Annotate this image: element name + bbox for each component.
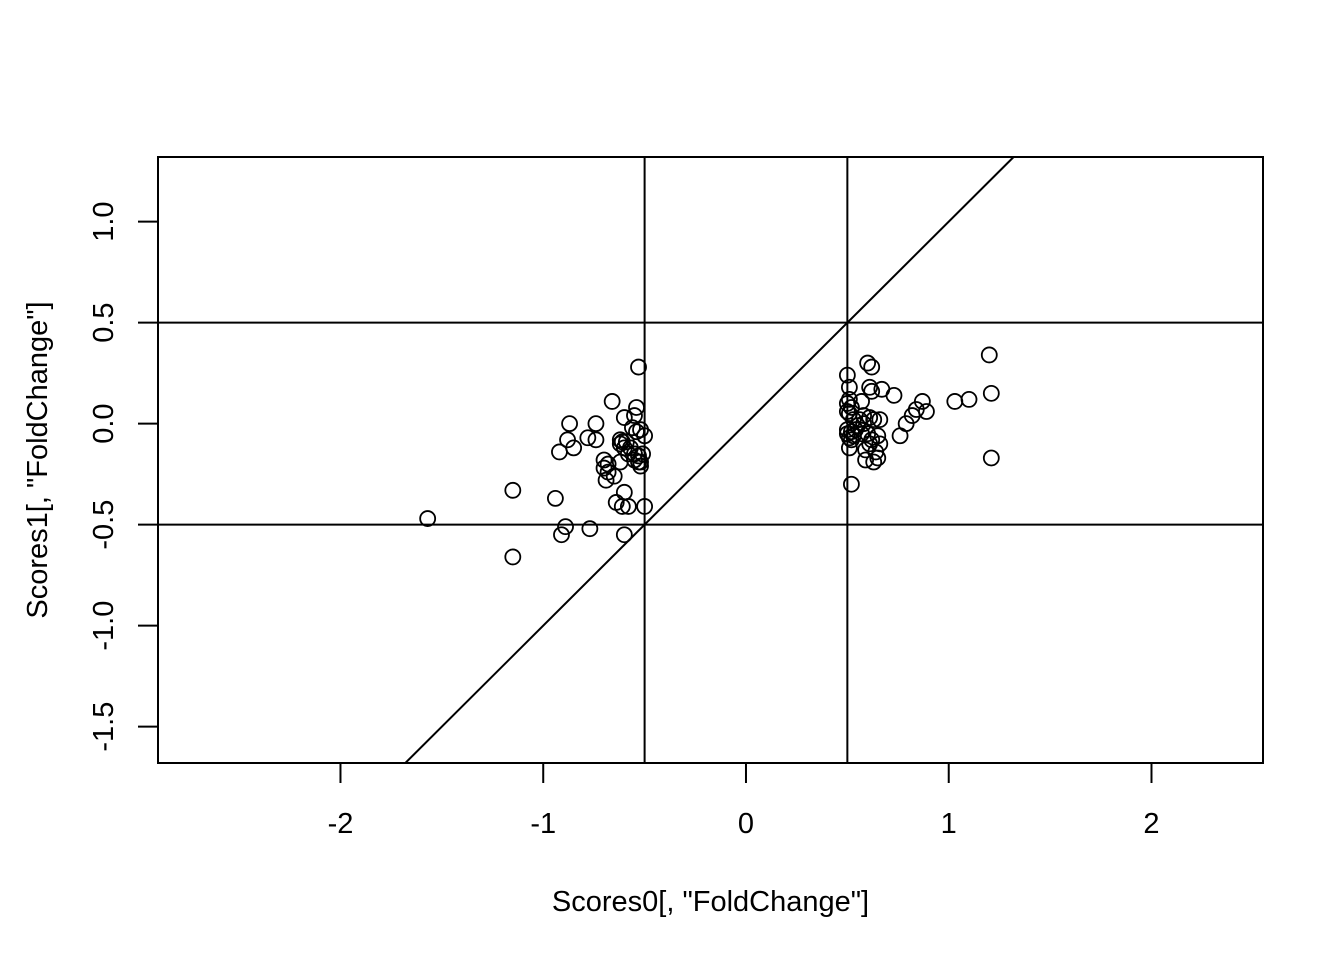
data-point-101 [982,384,1000,402]
data-point-35 [624,419,641,437]
y-tick-label-3: 0.0 [88,403,120,443]
data-point-13 [587,415,605,433]
data-point-38 [626,407,643,424]
data-point-88 [871,435,889,453]
data-point-47 [634,445,651,463]
data-point-1 [504,481,522,499]
x-axis-label: Scores0[, "FoldChange"] [552,886,869,918]
x-tick-label-3: 1 [941,808,957,840]
data-point-16 [597,471,615,489]
data-point-87 [869,427,887,445]
data-point-99 [960,390,978,408]
data-point-27 [615,526,633,544]
x-axis: -2 -1 0 1 2 [328,762,1160,840]
data-point-55 [840,378,858,396]
data-point-10 [579,429,597,447]
data-point-50 [838,366,856,384]
x-tick-label-4: 2 [1143,808,1159,840]
diagonal-reference-line [404,156,1015,764]
x-tick-label-1: -1 [530,808,556,840]
data-point-11 [581,520,599,538]
data-point-59 [840,439,858,457]
data-point-6 [557,518,574,536]
data-point-12 [587,431,605,449]
data-points [419,346,1000,566]
data-point-0 [419,510,437,527]
y-tick-label-5: 1.0 [88,201,120,241]
data-point-91 [885,386,903,404]
data-point-14 [595,451,613,469]
data-point-8 [561,415,578,433]
y-tick-label-2: -0.5 [88,500,120,550]
data-point-61 [843,399,860,416]
y-axis: -1.5 -1.0 -0.5 0.0 0.5 1.0 [88,201,159,752]
y-tick-label-4: 0.5 [88,302,120,342]
x-tick-label-0: -2 [328,808,354,840]
data-point-19 [603,393,621,410]
y-tick-label-0: -1.5 [88,702,120,752]
reference-lines [158,156,1263,764]
data-point-30 [615,409,633,426]
x-tick-label-2: 0 [738,808,754,840]
data-point-3 [546,489,564,507]
data-point-15 [595,459,613,477]
data-point-42 [630,358,647,376]
y-tick-label-1: -1.0 [88,601,120,651]
data-point-84 [865,411,883,429]
data-point-60 [843,475,860,493]
data-point-83 [865,453,883,471]
data-point-70 [853,425,870,443]
data-point-5 [553,526,570,544]
data-point-20 [605,467,623,485]
data-point-96 [913,393,931,410]
data-point-97 [918,403,935,420]
data-point-80 [863,358,881,376]
data-point-9 [565,439,583,457]
data-point-29 [615,483,633,501]
data-point-81 [863,382,881,400]
data-point-102 [982,449,1000,467]
data-point-49 [636,498,654,515]
data-point-89 [871,411,889,429]
data-point-100 [980,346,998,364]
data-point-48 [636,427,654,445]
data-point-40 [628,399,645,416]
data-point-98 [946,393,964,410]
data-point-45 [632,457,649,475]
data-point-72 [855,415,872,433]
y-axis-label: Scores1[, "FoldChange"] [22,301,54,618]
data-point-32 [619,498,637,515]
data-point-2 [504,548,522,566]
data-point-75 [859,354,877,372]
data-point-46 [632,453,649,471]
data-point-73 [857,451,875,469]
